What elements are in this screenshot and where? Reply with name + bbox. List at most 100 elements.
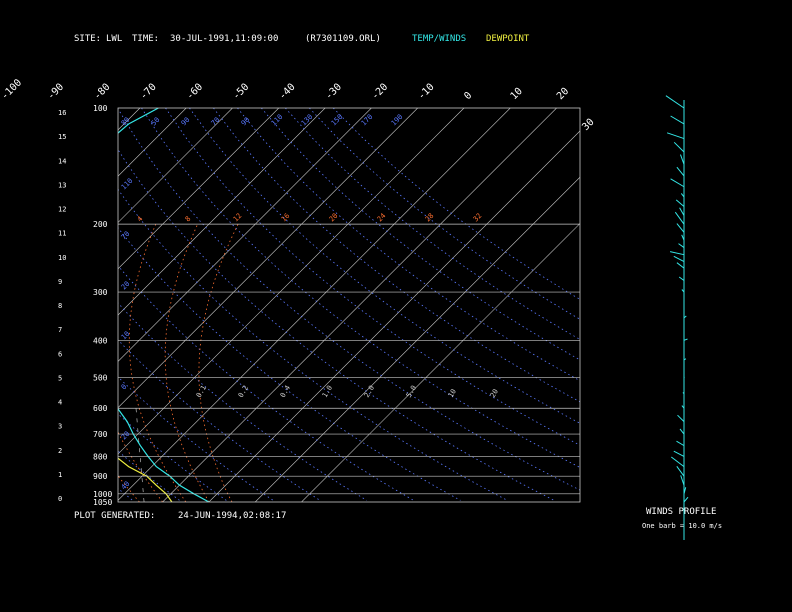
moist-adiabat-label: 4 (136, 215, 145, 224)
dry-adiabat-line (309, 108, 580, 320)
wind-barb (670, 178, 685, 188)
plot-generated-label: PLOT GENERATED: (74, 511, 156, 521)
moist-adiabat-label: 24 (376, 212, 388, 224)
wind-barb (669, 251, 685, 256)
site-value: LWL (106, 34, 123, 44)
wind-barb (683, 358, 687, 361)
dry-adiabat-line (0, 108, 86, 500)
wind-barb (679, 428, 685, 435)
wind-barb (680, 475, 685, 486)
moist-adiabat-label: 8 (184, 215, 193, 224)
time-label: TIME: (132, 34, 160, 44)
wind-barb (679, 207, 685, 216)
height-tick-label: 9 (58, 278, 62, 286)
plot-area (0, 108, 580, 502)
isotherm-line (118, 108, 233, 223)
wind-barb (676, 440, 685, 447)
site-label: SITE: (74, 34, 102, 44)
dry-adiabat-line (118, 413, 227, 501)
moist-adiabat-line (198, 223, 239, 502)
dry-adiabat-line (118, 227, 461, 501)
wind-barb (666, 132, 685, 140)
dry-adiabat-label: 40 (120, 480, 132, 492)
wind-barb (676, 466, 685, 477)
mixing-ratio-label: 1.0 (321, 384, 334, 399)
moist-adiabat-line (0, 224, 47, 502)
plot-frame (117, 107, 581, 503)
wind-barb (670, 115, 685, 125)
wind-barb (673, 255, 685, 262)
moist-adiabat-label: 12 (232, 212, 244, 224)
moist-adiabat-label: 20 (328, 212, 340, 224)
dry-adiabat-line (332, 108, 580, 300)
dry-adiabat-label: 0 (120, 383, 129, 392)
plot-generated-value: 24-JUN-1994,02:08:17 (178, 511, 287, 521)
isotherm-line (118, 108, 465, 455)
dry-adiabat-line (0, 108, 39, 500)
temperature-tick-label: -30 (323, 82, 344, 103)
height-tick-label: 1 (58, 471, 62, 479)
pressure-tick-label: 900 (93, 472, 108, 481)
moist-adiabat-label: 32 (472, 212, 484, 224)
dry-adiabat-line (260, 108, 580, 361)
wind-barb (680, 193, 685, 198)
height-tick-label: 16 (58, 109, 66, 117)
dry-adiabat-line (118, 302, 368, 501)
wind-barb (683, 487, 687, 494)
moist-adiabat-line (0, 224, 70, 502)
isotherm-line (0, 108, 47, 502)
height-tick-label: 15 (58, 133, 66, 141)
temperature-tick-label: -70 (138, 82, 159, 103)
mixing-ratio-label: 10 (447, 388, 458, 399)
dry-adiabat-line (189, 108, 580, 424)
dry-adiabat-label: 110 (120, 177, 135, 192)
pressure-tick-label: 300 (93, 288, 108, 297)
dry-adiabat-label: 190 (390, 113, 405, 128)
wind-barb (683, 496, 689, 503)
temperature-tick-label: -40 (277, 82, 298, 103)
wind-barb (676, 166, 685, 177)
temperature-tick-label: -100 (0, 77, 24, 102)
moist-adiabat-label: 28 (424, 212, 436, 224)
pressure-tick-label: 1000 (93, 490, 112, 499)
dry-adiabat-line (118, 450, 180, 501)
height-tick-label: 4 (58, 399, 62, 407)
wind-barb (673, 141, 685, 153)
mixing-ratio-label: 5.0 (405, 384, 418, 399)
height-tick-label: 7 (58, 326, 62, 334)
moist-adiabat-line (0, 224, 93, 502)
isotherm-line (118, 108, 372, 362)
wind-barb (680, 154, 685, 165)
height-tick-label: 10 (58, 254, 66, 262)
dry-adiabat-line (141, 108, 580, 468)
isotherm-line (118, 108, 280, 270)
wind-barb (675, 199, 685, 207)
temperature-tick-label: 20 (555, 86, 571, 102)
mixing-ratio-label: 0.4 (279, 384, 292, 399)
pressure-tick-label: 700 (93, 430, 108, 439)
dewpoint-profile-line (118, 457, 173, 502)
file-name: (R7301109.ORL) (305, 34, 381, 44)
temperature-tick-label: -20 (370, 82, 391, 103)
wind-barb (677, 414, 685, 422)
dry-adiabat-line (213, 108, 580, 403)
mixing-ratio-label: 0.2 (237, 384, 250, 399)
wind-barb (678, 276, 685, 281)
dry-adiabat-line (237, 108, 580, 382)
isotherm-line (118, 108, 141, 131)
dry-adiabat-label: 90 (180, 116, 192, 128)
dry-adiabat-label: 70 (120, 230, 132, 242)
temperature-profile-line (118, 108, 210, 502)
pressure-tick-label: 200 (93, 220, 108, 229)
dry-adiabat-label: 130 (300, 113, 315, 128)
pressure-tick-label: 100 (93, 104, 108, 113)
pressure-tick-label: 1050 (93, 498, 112, 507)
temperature-tick-label: 10 (509, 86, 525, 102)
wind-barb (683, 315, 687, 319)
mixing-ratio-line (135, 408, 145, 502)
moist-adiabat-label: 16 (280, 212, 292, 224)
isotherm-line (118, 108, 511, 501)
dry-adiabat-line (118, 148, 555, 501)
